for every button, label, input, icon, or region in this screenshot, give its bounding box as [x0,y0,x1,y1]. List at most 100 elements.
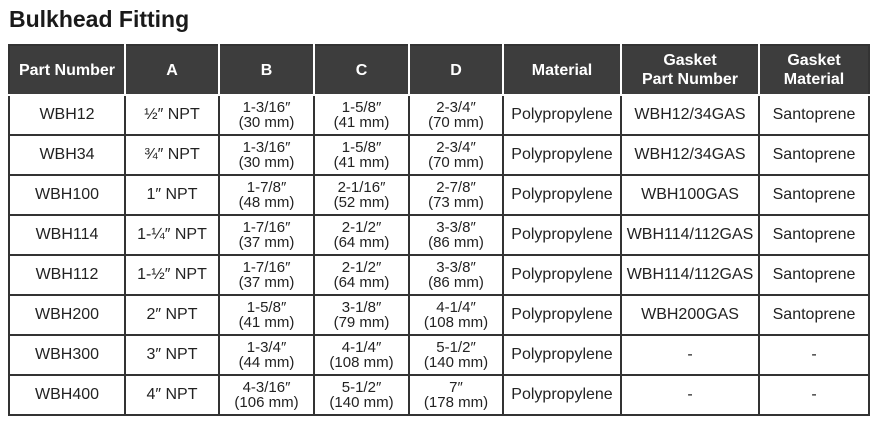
table-cell: WBH100GAS [620,174,760,216]
table-cell: Santoprene [758,174,870,216]
table-cell: WBH12/34GAS [620,94,760,136]
table-cell: Polypropylene [502,334,622,376]
table-cell: 2-1/2″ (64 mm) [313,214,410,256]
cell-line: 2-3/4″ [436,139,476,156]
cell-line: 1-3/4″ [246,339,287,356]
cell-line: 1-7/16″ [242,219,291,236]
table-cell: WBH400 [8,374,126,416]
table-cell: Polypropylene [502,294,622,336]
cell-line: (178 mm) [423,394,489,411]
cell-line: (140 mm) [329,394,394,411]
cell-line: 3-1/8″ [341,299,382,316]
table-cell: - [758,334,870,376]
table-cell: 4-1/4″ (108 mm) [313,334,410,376]
cell-line: 2-1/2″ [341,259,382,276]
table-cell: 4-1/4″ (108 mm) [408,294,504,336]
table-cell: 3″ NPT [124,334,220,376]
table-cell: 1-3/16″ (30 mm) [218,94,315,136]
table-row: WBH200 2″ NPT 1-5/8″ (41 mm) 3-1/8″ (79 mm) 4-… [8,294,870,336]
table-cell: ½″ NPT [124,94,220,136]
table-cell: Santoprene [758,254,870,296]
cell-line: (108 mm) [329,354,394,371]
table-cell: ¾″ NPT [124,134,220,176]
cell-line: (86 mm) [428,274,484,291]
cell-line: 4-1/4″ [341,339,382,356]
cell-line: Gasket [663,52,717,69]
table-cell: 1-5/8″ (41 mm) [313,134,410,176]
cell-line: 1-5/8″ [246,299,287,316]
cell-line: (64 mm) [333,274,390,291]
table-cell: Polypropylene [502,374,622,416]
cell-line: (140 mm) [423,354,489,371]
cell-line: 1-5/8″ [341,139,382,156]
table-row: WBH34 ¾″ NPT 1-3/16″ (30 mm) 1-5/8″ (41 mm) 2-… [8,134,870,176]
cell-line: (37 mm) [238,234,295,251]
header-cell: C [313,44,410,96]
table-cell: WBH112 [8,254,126,296]
table-cell: 1-7/16″ (37 mm) [218,214,315,256]
cell-line: (52 mm) [333,194,390,211]
cell-line: (86 mm) [428,234,484,251]
table-cell: 1-7/8″ (48 mm) [218,174,315,216]
table-row: WBH400 4″ NPT 4-3/16″ (106 mm) 5-1/2″ (140 mm… [8,374,870,416]
table-cell: Polypropylene [502,214,622,256]
cell-line: 3-3/8″ [436,259,476,276]
table-cell: 4″ NPT [124,374,220,416]
table-cell: 1-3/16″ (30 mm) [218,134,315,176]
cell-line: Gasket [787,52,841,69]
table-cell: WBH34 [8,134,126,176]
table-cell: 2-3/4″ (70 mm) [408,94,504,136]
cell-line: (44 mm) [238,354,295,371]
table-cell: Santoprene [758,294,870,336]
table-cell: 2-1/16″ (52 mm) [313,174,410,216]
cell-line: 5-1/2″ [436,339,476,356]
cell-line: (41 mm) [238,314,295,331]
table-cell: WBH114/112GAS [620,254,760,296]
cell-line: (37 mm) [238,274,295,291]
cell-line: 5-1/2″ [341,379,382,396]
table-cell: 1-3/4″ (44 mm) [218,334,315,376]
table-cell: Santoprene [758,134,870,176]
header-cell: A [124,44,220,96]
table-cell: WBH100 [8,174,126,216]
cell-line: (73 mm) [428,194,484,211]
table-cell: WBH12/34GAS [620,134,760,176]
table-cell: 1-7/16″ (37 mm) [218,254,315,296]
spec-table: Part Number A B C D Material Gasket Part Number… [8,44,870,416]
header-cell: Part Number [8,44,126,96]
table-cell: WBH114 [8,214,126,256]
cell-line: (48 mm) [238,194,295,211]
cell-line: (70 mm) [428,154,484,171]
cell-line: 1-3/16″ [242,99,291,116]
cell-line: 4-1/4″ [436,299,476,316]
table-cell: 3-3/8″ (86 mm) [408,214,504,256]
cell-line: (41 mm) [333,154,390,171]
table-cell: Polypropylene [502,94,622,136]
header-cell: Gasket Material [758,44,870,96]
table-cell: 1″ NPT [124,174,220,216]
table-cell: 3-3/8″ (86 mm) [408,254,504,296]
cell-line: (108 mm) [423,314,489,331]
cell-line: (79 mm) [333,314,390,331]
table-cell: 2-3/4″ (70 mm) [408,134,504,176]
table-row: WBH100 1″ NPT 1-7/8″ (48 mm) 2-1/16″ (52 mm) 2… [8,174,870,216]
header-cell: B [218,44,315,96]
header-row: Part Number A B C D Material Gasket Part Number… [8,44,870,96]
cell-line: (30 mm) [238,114,295,131]
table-cell: WBH12 [8,94,126,136]
table-cell: 2-1/2″ (64 mm) [313,254,410,296]
cell-line: 2-7/8″ [436,179,476,196]
table-row: WBH12 ½″ NPT 1-3/16″ (30 mm) 1-5/8″ (41 mm) 2-… [8,94,870,136]
header-cell: Gasket Part Number [620,44,760,96]
cell-line: 2-1/2″ [341,219,382,236]
cell-line: 2-3/4″ [436,99,476,116]
table-cell: 5-1/2″ (140 mm) [408,334,504,376]
table-cell: WBH200GAS [620,294,760,336]
cell-line: Material [783,71,845,88]
table-cell: 2-7/8″ (73 mm) [408,174,504,216]
table-row: WBH112 1-½″ NPT 1-7/16″ (37 mm) 2-1/2″ (64 mm… [8,254,870,296]
header-cell: Material [502,44,622,96]
table-cell: 1-5/8″ (41 mm) [313,94,410,136]
table-cell: 2″ NPT [124,294,220,336]
cell-line: (41 mm) [333,114,390,131]
